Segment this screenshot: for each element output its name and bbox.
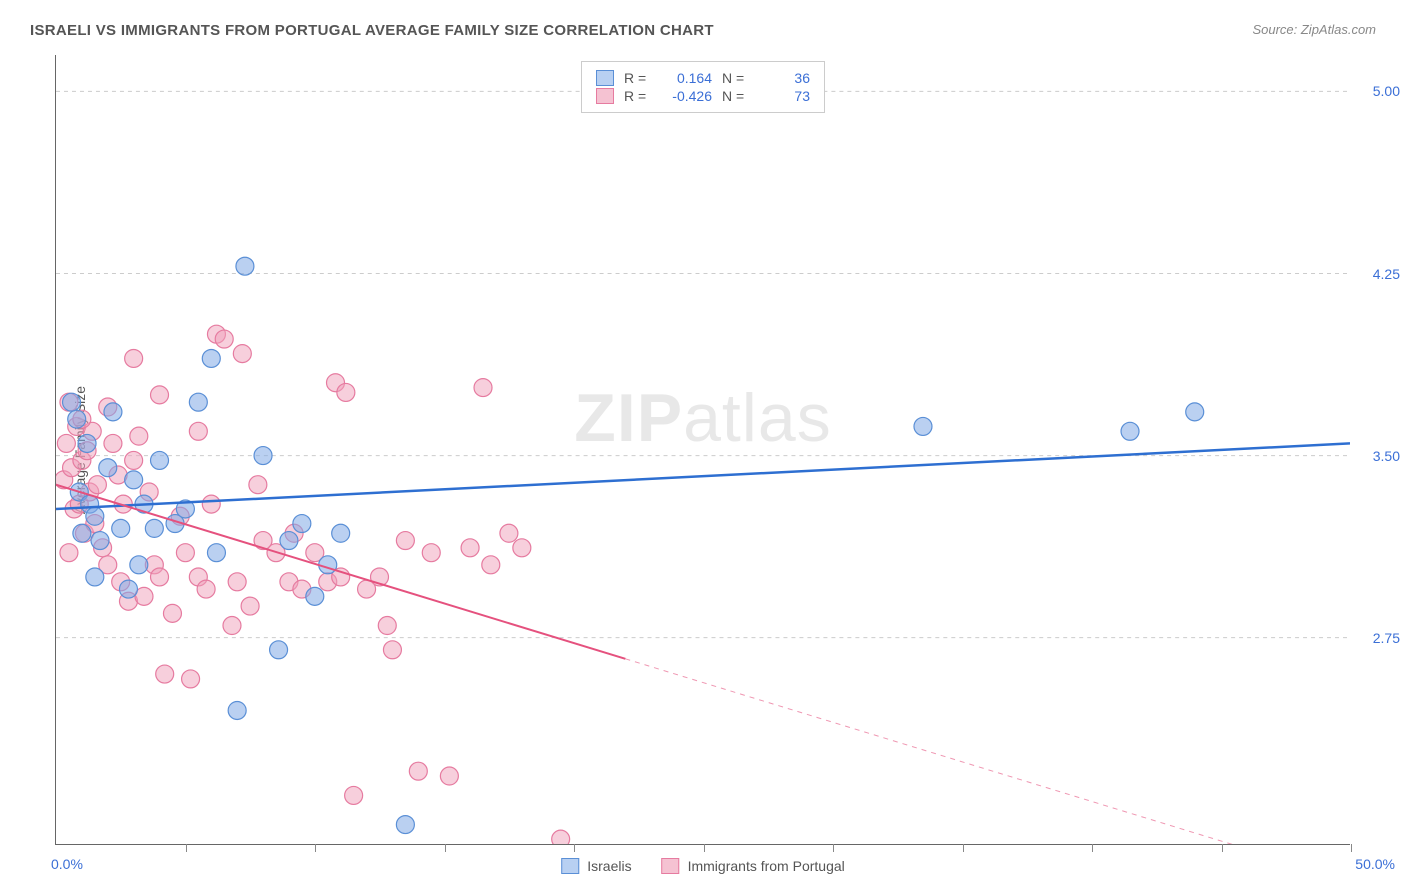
x-tick xyxy=(963,844,964,852)
y-tick-label: 4.25 xyxy=(1356,266,1400,282)
x-axis-max-label: 50.0% xyxy=(1355,856,1395,872)
legend-swatch xyxy=(662,858,680,874)
x-tick xyxy=(574,844,575,852)
y-tick-label: 2.75 xyxy=(1356,630,1400,646)
y-tick-label: 3.50 xyxy=(1356,448,1400,464)
legend-swatch xyxy=(596,88,614,104)
chart-title: ISRAELI VS IMMIGRANTS FROM PORTUGAL AVER… xyxy=(30,22,714,39)
x-tick xyxy=(1092,844,1093,852)
x-tick xyxy=(1351,844,1352,852)
legend-series-label: Israelis xyxy=(587,858,631,874)
legend-r-value: 0.164 xyxy=(660,70,712,86)
x-axis-min-label: 0.0% xyxy=(51,856,83,872)
scatter-plot-svg xyxy=(56,55,1350,844)
x-tick xyxy=(1222,844,1223,852)
x-tick xyxy=(445,844,446,852)
legend-correlation-row: R = 0.164 N = 36 xyxy=(596,70,810,86)
legend-correlation-row: R = -0.426 N = 73 xyxy=(596,88,810,104)
legend-n-label: N = xyxy=(722,70,748,86)
x-tick xyxy=(186,844,187,852)
legend-n-label: N = xyxy=(722,88,748,104)
legend-swatch xyxy=(561,858,579,874)
x-tick xyxy=(833,844,834,852)
legend-series-item: Israelis xyxy=(561,858,631,874)
legend-series-item: Immigrants from Portugal xyxy=(662,858,845,874)
y-tick-label: 5.00 xyxy=(1356,83,1400,99)
legend-series-bottom: Israelis Immigrants from Portugal xyxy=(561,858,845,874)
legend-n-value: 36 xyxy=(758,70,810,86)
legend-swatch xyxy=(596,70,614,86)
x-tick xyxy=(704,844,705,852)
x-tick xyxy=(315,844,316,852)
legend-n-value: 73 xyxy=(758,88,810,104)
source-label: Source: ZipAtlas.com xyxy=(1252,22,1376,37)
legend-r-value: -0.426 xyxy=(660,88,712,104)
legend-r-label: R = xyxy=(624,70,650,86)
legend-series-label: Immigrants from Portugal xyxy=(688,858,845,874)
legend-correlation-box: R = 0.164 N = 36 R = -0.426 N = 73 xyxy=(581,61,825,113)
legend-r-label: R = xyxy=(624,88,650,104)
chart-area: Average Family Size ZIPatlas R = 0.164 N… xyxy=(55,55,1350,845)
